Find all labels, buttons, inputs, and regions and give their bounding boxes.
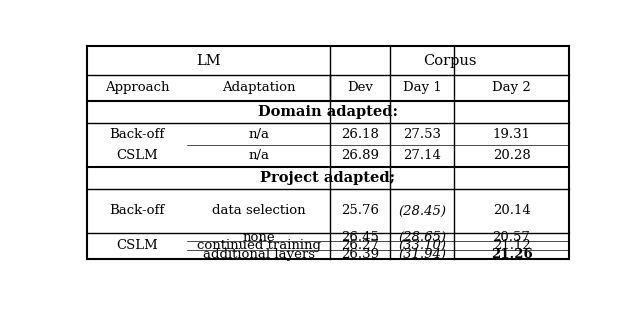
Text: 20.28: 20.28 <box>493 150 531 162</box>
Text: 26.27: 26.27 <box>341 239 380 252</box>
Text: LM: LM <box>196 54 221 68</box>
Text: Project adapted;: Project adapted; <box>260 171 396 185</box>
Text: 26.89: 26.89 <box>341 150 380 162</box>
Text: Adaptation: Adaptation <box>222 81 295 94</box>
Text: Back-off: Back-off <box>109 128 164 141</box>
Text: (33.10): (33.10) <box>398 239 446 252</box>
Text: 20.57: 20.57 <box>493 231 531 244</box>
Text: Corpus: Corpus <box>423 54 476 68</box>
Text: Approach: Approach <box>105 81 170 94</box>
Text: CSLM: CSLM <box>116 150 158 162</box>
Text: data selection: data selection <box>212 204 305 217</box>
Text: 19.31: 19.31 <box>493 128 531 141</box>
Text: 20.14: 20.14 <box>493 204 531 217</box>
Text: 21.26: 21.26 <box>491 248 532 261</box>
Text: Dev: Dev <box>348 81 373 94</box>
Text: (28.65): (28.65) <box>398 231 446 244</box>
Text: 21.12: 21.12 <box>493 239 531 252</box>
Text: n/a: n/a <box>248 128 269 141</box>
Text: Day 2: Day 2 <box>492 81 531 94</box>
Text: 26.39: 26.39 <box>341 248 380 261</box>
Text: (28.45): (28.45) <box>398 204 446 217</box>
Text: (31.94): (31.94) <box>398 248 446 261</box>
Text: 26.18: 26.18 <box>341 128 379 141</box>
Text: 25.76: 25.76 <box>341 204 380 217</box>
Text: CSLM: CSLM <box>116 239 158 252</box>
Text: continued training: continued training <box>196 239 321 252</box>
Text: 26.45: 26.45 <box>341 231 379 244</box>
Text: Day 1: Day 1 <box>403 81 442 94</box>
Text: n/a: n/a <box>248 150 269 162</box>
Text: none: none <box>243 231 275 244</box>
Text: 27.53: 27.53 <box>403 128 441 141</box>
Text: 27.14: 27.14 <box>403 150 441 162</box>
Text: Domain adapted:: Domain adapted: <box>258 105 398 119</box>
Text: Back-off: Back-off <box>109 204 164 217</box>
Text: additional layers: additional layers <box>202 248 315 261</box>
